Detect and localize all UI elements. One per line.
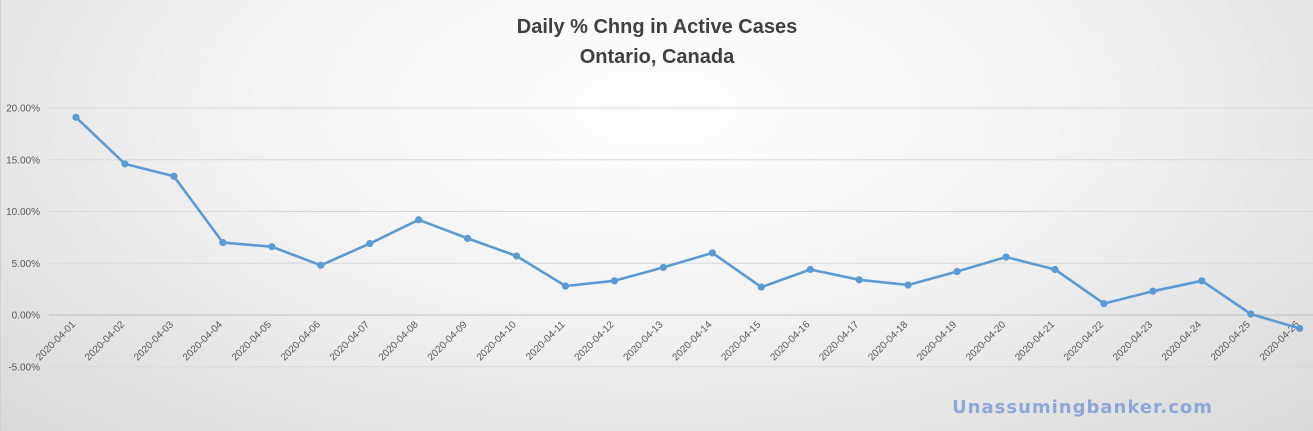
x-tick-label: 2020-04-06 [279,319,323,363]
y-tick-label: 10.00% [6,207,40,218]
x-tick-label: 2020-04-10 [475,319,519,363]
x-tick-label: 2020-04-15 [719,319,763,363]
x-tick-label: 2020-04-16 [768,319,812,363]
data-point [953,267,961,276]
data-point [121,160,129,168]
data-point [1296,324,1304,333]
data-point [610,277,619,285]
x-tick-label: 2020-04-08 [377,319,421,363]
x-tick-label: 2020-04-11 [524,319,568,363]
x-tick-label: 2020-04-17 [817,319,861,363]
y-tick-label: -5.00% [8,362,40,373]
data-point [708,249,716,257]
x-tick-label: 2020-04-20 [964,319,1008,363]
chart-subtitle: Ontario, Canada [579,46,735,68]
data-point [170,172,178,180]
x-tick-label: 2020-04-03 [132,319,176,363]
data-point [317,261,325,269]
x-tick-label: 2020-04-01 [34,319,78,363]
x-tick-label: 2020-04-14 [671,319,715,363]
chart-title-line1: Daily % Chng in Active Cases [516,16,798,38]
y-tick-label: 15.00% [6,155,40,166]
data-point [219,238,227,247]
data-point [1002,253,1010,261]
data-point [1051,265,1059,274]
x-tick-label: 2020-04-02 [83,319,127,363]
x-tick-label: 2020-04-12 [573,319,617,363]
x-tick-label: 2020-04-21 [1013,319,1057,363]
x-tick-label: 2020-04-05 [230,319,274,363]
watermark-text: Unassumingbanker.com [952,397,1213,418]
data-point [512,252,521,260]
data-point [415,216,423,224]
x-tick-label: 2020-04-26 [1258,319,1302,363]
series-line [74,116,1302,330]
y-tick-label: 5.00% [12,259,40,270]
x-tick-label: 2020-04-13 [622,319,666,363]
x-tick-label: 2020-04-25 [1209,319,1253,363]
data-point [1149,287,1157,295]
x-tick-label: 2020-04-19 [915,319,959,363]
data-point [1100,300,1108,308]
x-tick-label: 2020-04-23 [1111,319,1155,363]
data-point [72,113,80,121]
y-tick-label: 0.00% [12,311,40,322]
chart-title: Daily % Chng in Active Cases Ontario, Ca… [1,12,1313,72]
data-point [757,283,765,291]
x-tick-label: 2020-04-24 [1160,319,1204,363]
x-tick-label: 2020-04-18 [866,319,910,363]
data-point [806,265,814,274]
x-tick-label: 2020-04-09 [426,319,470,363]
data-point [659,263,668,271]
data-point [904,281,912,289]
x-tick-label: 2020-04-22 [1062,319,1106,363]
y-tick-label: 20.00% [6,104,40,115]
data-point [855,276,863,284]
data-point [1198,277,1206,285]
data-point [1247,310,1255,318]
x-tick-label: 2020-04-04 [181,319,225,363]
data-point [561,282,570,290]
x-tick-label: 2020-04-07 [328,319,372,363]
data-point [464,234,472,243]
data-point [268,243,276,251]
data-point [366,239,374,248]
